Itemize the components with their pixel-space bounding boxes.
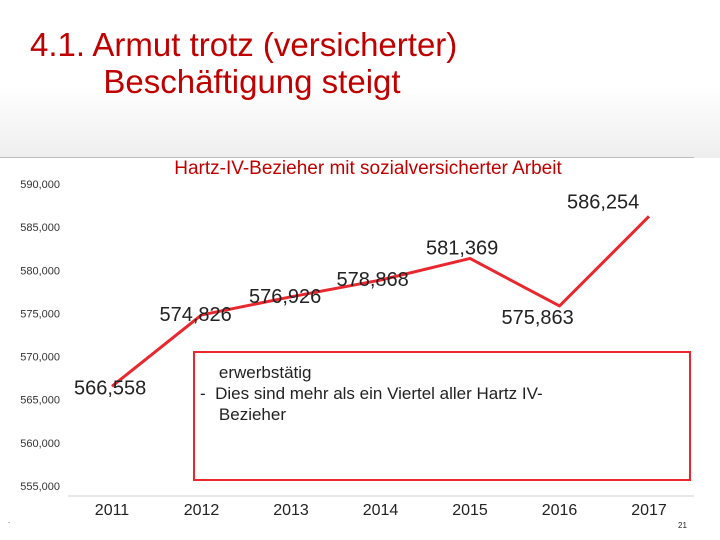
data-label: 586,254	[567, 191, 639, 213]
data-label: 581,369	[426, 237, 498, 259]
series-layer: 566,558 574,826 576,926 578,868 581,369 575,8…	[74, 191, 651, 399]
series-line	[111, 215, 651, 388]
x-tick-label: 2015	[452, 502, 488, 519]
y-tick-label: 560,000	[20, 438, 60, 450]
y-axis: 555,000 560,000 565,000 570,000 575,000 580,0…	[20, 179, 60, 493]
title-band	[0, 0, 720, 158]
x-tick-label: 2013	[273, 502, 309, 519]
x-tick-label: 2012	[184, 502, 220, 519]
y-tick-label: 590,000	[20, 179, 60, 191]
x-tick-label: 2017	[631, 502, 667, 519]
x-axis: 2011 2012 2013 2014 2015 2016 2017	[68, 495, 694, 519]
y-tick-label: 575,000	[20, 308, 60, 320]
title-divider	[0, 157, 694, 158]
data-label: 578,868	[337, 269, 409, 291]
page-number: 21	[678, 521, 687, 530]
footer-mark: .	[8, 516, 11, 525]
y-tick-label: 585,000	[20, 222, 60, 234]
data-label: 576,926	[249, 286, 321, 308]
data-label: 574,826	[160, 304, 232, 326]
data-label: 575,863	[502, 307, 574, 329]
slide-title: 4.1. Armut trotz (versicherter) Beschäft…	[30, 26, 458, 100]
callout-box	[193, 351, 691, 481]
y-tick-label: 580,000	[20, 265, 60, 277]
callout-text: erwerbstätig - Dies sind mehr als ein Vi…	[200, 363, 543, 424]
x-tick-label: 2014	[363, 502, 399, 519]
x-tick-label: 2016	[542, 502, 578, 519]
x-tick-label: 2011	[95, 502, 130, 519]
chart-title: Hartz-IV-Bezieher mit sozialversicherter…	[174, 158, 562, 179]
y-tick-label: 555,000	[20, 481, 60, 493]
y-tick-label: 570,000	[20, 352, 60, 364]
y-tick-label: 565,000	[20, 395, 60, 407]
data-label: 566,558	[74, 377, 146, 399]
